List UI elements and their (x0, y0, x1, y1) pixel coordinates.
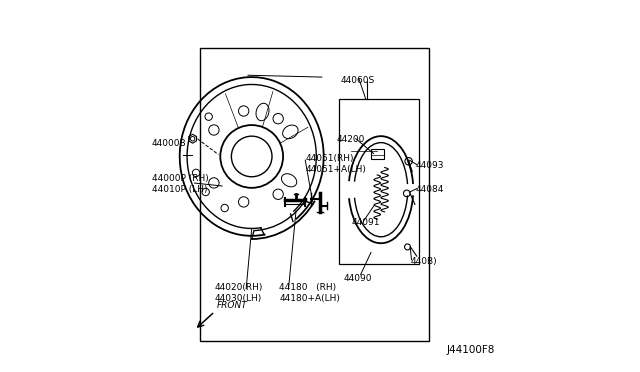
Text: 44000P (RH)
44010P (LH): 44000P (RH) 44010P (LH) (152, 174, 209, 194)
Text: 44020(RH)
44030(LH): 44020(RH) 44030(LH) (215, 283, 263, 303)
Text: J44100F8: J44100F8 (447, 345, 495, 355)
Text: 44200: 44200 (337, 135, 365, 144)
Text: 44093: 44093 (416, 161, 445, 170)
Text: 44084: 44084 (416, 185, 444, 194)
Text: 44090: 44090 (344, 274, 372, 283)
Bar (339, 99, 419, 263)
Bar (371, 149, 384, 160)
Text: 44051(RH)
44051+A(LH): 44051(RH) 44051+A(LH) (305, 154, 366, 174)
Text: FRONT: FRONT (216, 301, 248, 310)
Text: 44180   (RH)
44180+A(LH): 44180 (RH) 44180+A(LH) (280, 283, 340, 303)
Text: 44060S: 44060S (340, 76, 374, 85)
Text: 440B): 440B) (410, 257, 437, 266)
Text: 44000B: 44000B (152, 139, 187, 148)
Text: 44091: 44091 (351, 218, 380, 227)
Bar (200, 48, 429, 341)
